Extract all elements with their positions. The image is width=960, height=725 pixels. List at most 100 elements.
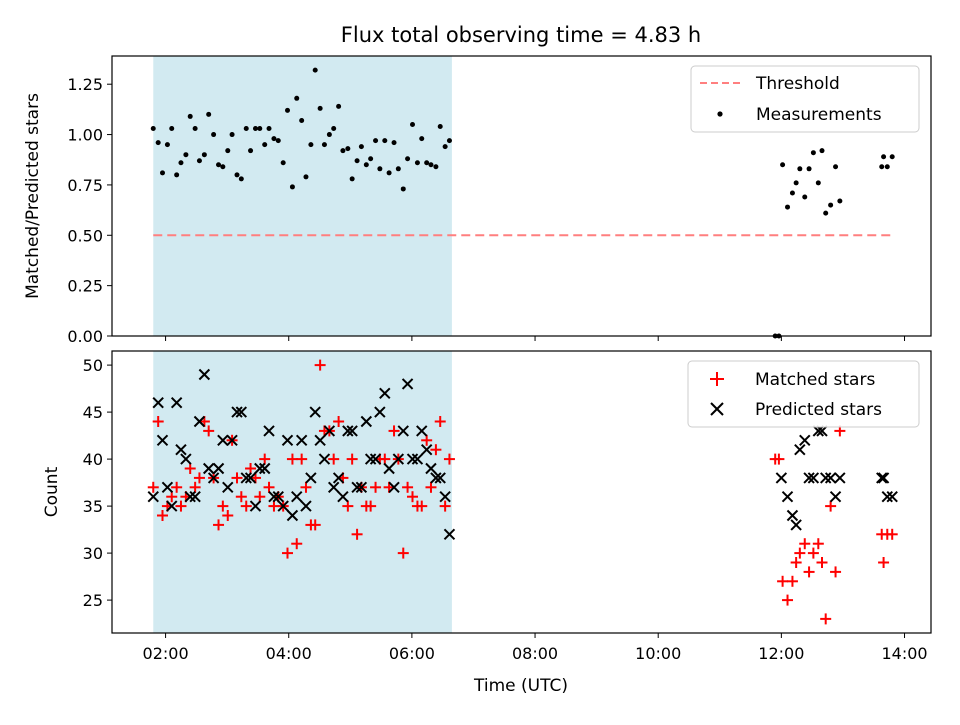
matched-star-point [300,481,312,493]
predicted-star-point [816,425,828,437]
predicted-star-point [268,490,280,503]
matched-star-point [268,500,280,512]
matched-star-point [370,481,382,493]
measurement-point [150,126,156,132]
legend-measurements-label: Measurements [756,105,882,125]
bottom-y-tick-label: 50 [83,356,103,375]
legend-predicted-label: Predicted stars [755,400,882,420]
matched-star-point [878,557,890,568]
predicted-star-point [439,490,451,503]
measurement-point [303,174,309,180]
matched-star-point [777,575,789,587]
measurement-point [336,103,342,109]
predicted-star-point [147,490,159,503]
predicted-star-point [406,453,419,465]
predicted-star-point [300,500,312,512]
x-tick-label: 04:00 [266,644,312,663]
predicted-star-point [254,462,266,475]
predicted-star-point [360,415,373,428]
measurement-point [815,180,821,186]
measurement-point [262,142,268,148]
predicted-star-point [355,481,368,494]
matched-star-point [147,481,159,493]
matched-star-point [790,557,802,568]
predicted-star-point [180,453,192,465]
measurement-point [377,166,383,172]
predicted-star-point [807,472,820,484]
top-y-tick-label: 0.75 [67,176,103,195]
predicted-star-point [240,472,252,484]
predicted-star-point [886,490,898,503]
chart-title: Flux total observing time = 4.83 h [341,23,701,47]
measurement-point [187,113,193,119]
bottom-y-axis-label: Count [42,466,62,517]
matched-star-point [825,500,837,512]
predicted-star-point [327,481,340,494]
measurement-point [879,164,885,170]
predicted-star-point [295,434,308,447]
measurement-point [220,164,226,170]
matched-star-point [786,575,798,587]
predicted-star-point [318,453,331,465]
predicted-star-point [829,490,842,503]
measurement-point [442,144,448,150]
predicted-star-point [425,462,437,475]
measurement-point [810,150,816,156]
measurement-point [802,194,808,200]
measurement-point [386,170,392,176]
predicted-star-point [198,368,211,381]
measurement-point [248,148,254,154]
bottom-shaded-span [153,351,452,633]
matched-star-point [346,453,358,465]
predicted-star-point [286,509,299,522]
matched-star-point [309,519,321,531]
measurement-point [321,142,327,148]
matched-star-point [291,538,303,550]
bottom-y-tick-label: 40 [83,450,103,469]
predicted-star-point [364,453,377,465]
predicted-star-point [166,500,178,512]
x-tick-label: 02:00 [143,644,189,663]
x-tick-label: 14:00 [881,644,927,663]
measurement-point [280,160,286,166]
matched-star-point [439,500,451,512]
measurement-point [326,132,332,138]
measurement-point [373,138,379,144]
bottom-x-ticks: 02:00 04:00 06:00 08:00 10:00 12:00 14:00 [143,633,928,663]
matched-star-point [425,481,437,493]
top-x-ticks [165,336,906,341]
matched-star-point [388,425,400,437]
predicted-star-point [416,425,428,437]
matched-star-point [351,528,363,540]
measurement-point [164,142,170,148]
top-y-tick-label: 0.00 [67,327,103,346]
measurement-point [797,166,803,172]
matched-star-point [166,491,178,503]
bottom-panel: 25 30 35 40 45 50 02:00 04:00 06:00 08:00 10:00 12… [42,350,932,696]
measurement-point [889,154,895,160]
matched-star-point [193,472,205,484]
measurement-point [819,148,825,154]
predicted-star-point [834,472,846,484]
predicted-star-point [212,462,225,475]
matched-star-point [286,453,298,465]
x-tick-label: 06:00 [389,644,435,663]
bottom-y-tick-label: 45 [83,403,103,422]
matched-star-point [773,453,785,465]
predicted-star-point [379,387,391,400]
matched-star-point [156,510,168,521]
matched-star-point [333,416,345,427]
matched-star-point [245,463,257,474]
measurement-point [252,126,258,132]
matched-star-point [213,519,225,531]
measurement-point [806,166,812,172]
predicted-star-point [217,434,229,447]
predicted-star-point [824,472,837,484]
top-y-tick-label: 0.25 [67,277,103,296]
measurement-point [257,126,263,132]
x-tick-label: 12:00 [758,644,804,663]
predicted-star-point [314,434,326,447]
measurement-point [881,154,887,160]
measurement-point [225,148,231,154]
predicted-star-point [342,425,354,437]
